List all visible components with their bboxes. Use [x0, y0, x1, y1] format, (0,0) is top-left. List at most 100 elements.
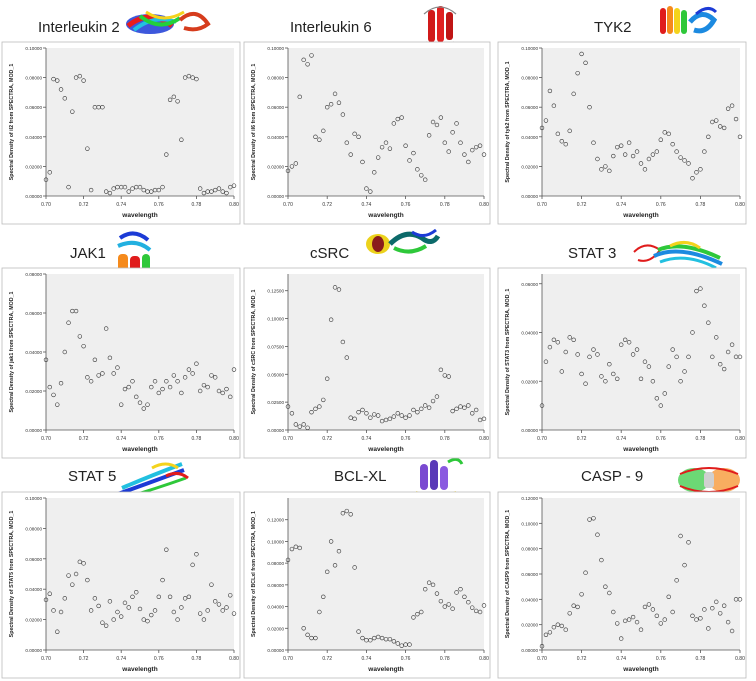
x-axis-label: wavelength [622, 446, 658, 453]
data-point [539, 403, 545, 408]
data-point [197, 611, 203, 616]
data-point [126, 189, 131, 194]
data-point [145, 402, 150, 407]
data-point [694, 617, 699, 622]
data-point [638, 161, 644, 166]
data-point [718, 124, 723, 129]
data-point [710, 605, 715, 611]
data-point [152, 379, 158, 384]
data-point [615, 144, 620, 150]
data-point [77, 334, 83, 339]
data-point [81, 561, 86, 566]
data-point [85, 577, 90, 583]
data-point [458, 404, 463, 409]
x-tick-label: 0.76 [401, 656, 411, 662]
data-point [137, 400, 143, 405]
data-point [411, 150, 416, 156]
data-point [559, 369, 564, 374]
data-point [434, 122, 440, 128]
plot-area [46, 274, 234, 430]
data-point [543, 118, 549, 123]
data-point [81, 343, 86, 349]
y-tick-label: 0.10000 [25, 496, 42, 501]
data-point [733, 116, 739, 122]
x-tick-label: 0.74 [362, 656, 372, 662]
data-point [391, 121, 397, 126]
data-point [438, 598, 444, 604]
data-point [88, 379, 94, 384]
data-point [626, 340, 632, 345]
data-point [368, 189, 373, 194]
y-tick-label: 0.00000 [521, 428, 538, 433]
data-point [686, 540, 691, 545]
data-point [313, 635, 318, 641]
data-point [434, 394, 440, 399]
y-axis-label: Spectral Density of STAT5 from SPECTRA, … [9, 511, 15, 638]
data-point [571, 337, 576, 343]
data-point [285, 557, 291, 563]
data-point [375, 155, 381, 160]
data-point [674, 354, 679, 360]
x-tick-label: 0.74 [362, 436, 372, 442]
scatter-chart-tyk2: 0.00000 0.02000 0.04000 0.06000 0.08000 0.100… [497, 41, 747, 225]
data-point [201, 617, 207, 622]
data-point [137, 184, 143, 190]
y-tick-label: 0.05000 [267, 372, 284, 377]
data-point [92, 357, 98, 363]
data-point [309, 53, 314, 58]
y-tick-label: 0.12000 [267, 518, 284, 523]
data-point [686, 161, 691, 166]
y-axis-label: Spectral Density of CASP9 from SPECTRA, … [505, 510, 511, 638]
data-point [194, 361, 199, 366]
data-point [368, 415, 373, 420]
data-point [332, 285, 338, 290]
data-point [434, 591, 440, 596]
data-point [141, 617, 146, 622]
data-point [650, 152, 656, 157]
data-point [126, 605, 131, 610]
x-tick-label: 0.78 [440, 436, 450, 442]
data-point [70, 109, 75, 114]
data-point [175, 99, 180, 104]
x-tick-label: 0.78 [440, 202, 450, 208]
data-point [603, 379, 608, 384]
data-point [470, 605, 475, 610]
data-point [539, 644, 545, 649]
data-point [383, 417, 389, 423]
data-point [454, 590, 459, 595]
data-point [179, 137, 184, 142]
y-tick-label: 0.06000 [25, 311, 42, 316]
y-tick-label: 0.06000 [25, 557, 42, 562]
x-tick-label: 0.72 [577, 436, 587, 442]
protein-structure-image [415, 457, 464, 497]
data-point [575, 352, 580, 357]
x-tick-label: 0.74 [116, 202, 126, 208]
x-axis-label: wavelength [367, 446, 403, 453]
data-point [403, 415, 408, 420]
data-point [171, 609, 177, 615]
data-point [348, 415, 353, 420]
data-point [654, 396, 660, 401]
data-point [399, 643, 404, 648]
data-point [85, 146, 90, 151]
x-tick-label: 0.70 [537, 202, 547, 208]
data-point [559, 623, 564, 629]
data-point [111, 186, 116, 191]
data-point [450, 606, 455, 611]
data-point [686, 354, 691, 360]
data-point [725, 106, 731, 111]
data-point [231, 611, 237, 616]
data-point [591, 516, 596, 521]
x-tick-label: 0.74 [616, 202, 626, 208]
data-point [682, 562, 687, 568]
data-point [473, 608, 479, 614]
data-point [419, 609, 424, 615]
data-point [51, 76, 56, 82]
data-point [662, 130, 667, 135]
data-point [100, 620, 105, 625]
data-point [458, 586, 463, 592]
data-point [209, 189, 214, 194]
data-point [555, 340, 561, 345]
data-point [718, 361, 723, 367]
protein-structure-image [678, 467, 740, 493]
